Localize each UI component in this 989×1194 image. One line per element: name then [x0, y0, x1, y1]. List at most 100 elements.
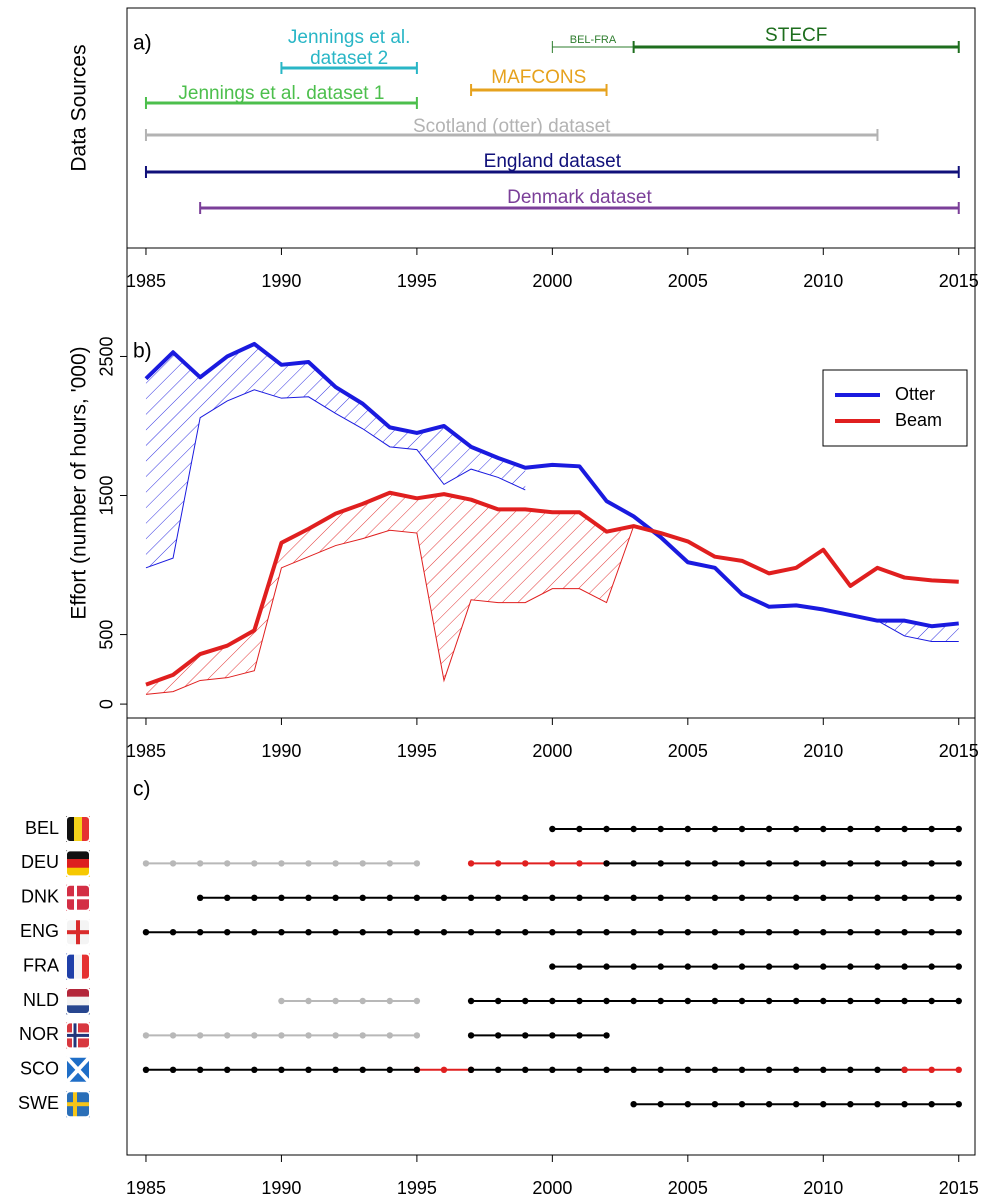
year-dot: [847, 1066, 854, 1074]
flag-part: [66, 1033, 90, 1037]
year-dot: [196, 1032, 204, 1039]
x-tick-label: 1985: [126, 1178, 166, 1194]
year-dot: [657, 929, 664, 936]
y-axis-label: Data Sources: [68, 44, 91, 171]
year-dot: [603, 997, 610, 1005]
year-dot: [820, 1101, 827, 1108]
year-dot: [630, 825, 637, 833]
coverage-segment: [467, 1032, 610, 1039]
x-tick-label: 2010: [803, 741, 843, 761]
year-dot: [765, 929, 773, 936]
year-dot: [494, 860, 502, 867]
flag-outline: [65, 1055, 91, 1084]
year-dot: [305, 997, 312, 1005]
year-dot: [901, 825, 908, 833]
year-dot: [765, 1066, 773, 1074]
flag-part: [82, 816, 90, 842]
year-dot: [522, 997, 529, 1005]
year-dot: [305, 860, 312, 867]
flag-part: [66, 850, 90, 860]
coverage-segment: [630, 1101, 962, 1108]
x-tick-label: 1995: [397, 271, 437, 291]
legend-label: Otter: [895, 384, 935, 404]
year-dot: [738, 894, 746, 901]
year-dot: [928, 1066, 935, 1074]
year-dot: [359, 1032, 366, 1039]
flag-part: [74, 816, 82, 842]
year-dot: [792, 929, 800, 936]
year-dot: [549, 1032, 556, 1039]
year-dot: [549, 929, 556, 936]
year-dot: [820, 825, 827, 833]
year-dot: [251, 929, 258, 936]
year-dot: [630, 1066, 637, 1074]
year-dot: [792, 1066, 800, 1074]
year-dot: [549, 894, 556, 901]
year-dot: [765, 1101, 773, 1108]
year-dot: [657, 1101, 664, 1108]
year-dot: [549, 963, 556, 970]
year-dot: [576, 1032, 583, 1039]
coverage-segment: [196, 894, 962, 901]
coverage-segment: [467, 997, 962, 1005]
year-dot: [657, 997, 664, 1005]
year-dot: [278, 1032, 285, 1039]
year-dot: [820, 894, 827, 901]
year-dot: [278, 1066, 285, 1074]
coverage-segment: [142, 860, 421, 867]
year-dot: [603, 1032, 610, 1039]
source-label: STECF: [765, 25, 827, 46]
flag-part: [66, 816, 74, 842]
year-dot: [738, 929, 746, 936]
year-dot: [684, 1101, 692, 1108]
year-dot: [847, 997, 854, 1005]
flag-outline: [65, 987, 91, 1015]
year-dot: [169, 929, 177, 936]
year-dot: [413, 860, 421, 867]
year-dot: [847, 894, 854, 901]
flag-outline: [65, 918, 91, 947]
year-dot: [305, 929, 312, 936]
x-tick-label: 2015: [939, 741, 979, 761]
year-dot: [576, 929, 583, 936]
year-dot: [603, 825, 610, 833]
year-dot: [467, 929, 475, 936]
year-dot: [251, 860, 258, 867]
x-tick-label: 2015: [939, 271, 979, 291]
year-dot: [792, 997, 800, 1005]
year-dot: [684, 963, 692, 970]
year-dot: [874, 963, 881, 970]
year-dot: [765, 963, 773, 970]
year-dot: [196, 929, 204, 936]
year-dot: [711, 963, 719, 970]
legend-label: Beam: [895, 410, 942, 430]
y-tick-label: 2500: [97, 336, 117, 376]
year-dot: [684, 929, 692, 936]
coverage-segment: [467, 860, 610, 867]
year-dot: [711, 860, 719, 867]
year-dot: [955, 963, 962, 970]
coverage-segment: [549, 963, 962, 970]
year-dot: [657, 825, 664, 833]
year-dot: [955, 1066, 962, 1074]
source-label: Scotland (otter) dataset: [413, 116, 611, 137]
y-tick-label: 500: [97, 620, 117, 650]
year-dot: [522, 1066, 529, 1074]
year-dot: [657, 963, 664, 970]
year-dot: [874, 1101, 881, 1108]
year-dot: [196, 860, 204, 867]
year-dot: [765, 860, 773, 867]
year-dot: [792, 860, 800, 867]
year-dot: [955, 894, 962, 901]
year-dot: [765, 894, 773, 901]
year-dot: [142, 860, 150, 867]
band-lower-line: [145, 389, 959, 643]
series-line: [145, 490, 959, 687]
year-dot: [955, 929, 962, 936]
year-dot: [251, 894, 258, 901]
year-dot: [440, 894, 448, 901]
year-dot: [359, 997, 366, 1005]
year-dot: [549, 997, 556, 1005]
y-tick-label: 0: [97, 699, 117, 709]
y-axis-label: Effort (number of hours, '000): [68, 346, 91, 619]
